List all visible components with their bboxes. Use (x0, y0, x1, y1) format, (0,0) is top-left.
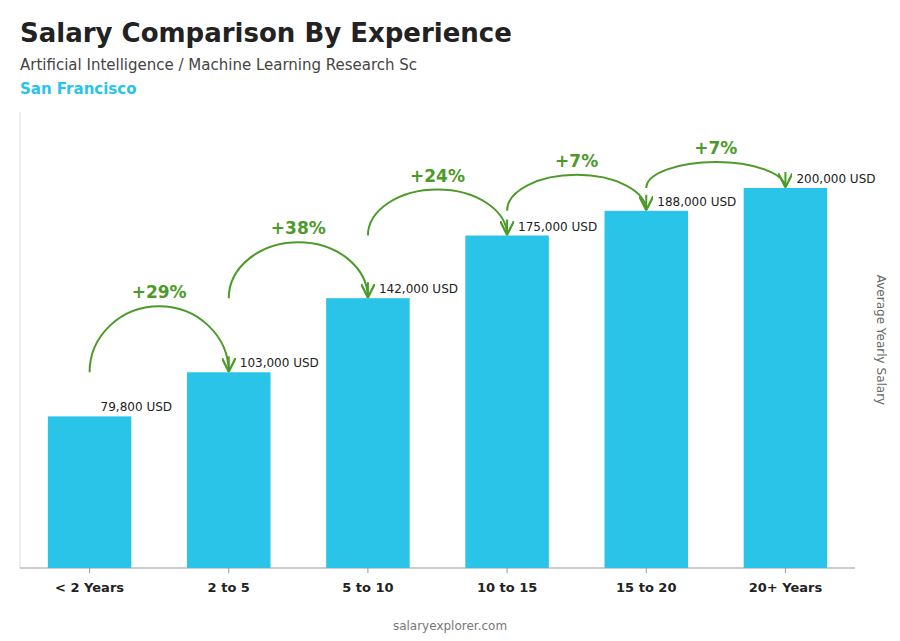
chart-svg: Salary Comparison By Experience Artificia… (0, 0, 900, 641)
data-label: 79,800 USD (101, 400, 172, 414)
change-arrow (228, 356, 230, 370)
data-label: 103,000 USD (240, 356, 319, 370)
x-tick (89, 568, 90, 573)
x-tick (785, 568, 786, 573)
chart-container: Salary Comparison By Experience Artificia… (0, 0, 900, 641)
change-arc (646, 162, 785, 188)
change-arrow (367, 282, 369, 296)
bar (326, 298, 410, 568)
title: Salary Comparison By Experience (20, 18, 512, 48)
x-tick (228, 568, 229, 573)
footer-annotation: salaryexplorer.com (393, 619, 507, 633)
data-label: 200,000 USD (796, 172, 875, 186)
y-axis-label: Average Yearly Salary (874, 275, 888, 405)
bar (744, 188, 828, 568)
change-arrow (645, 195, 647, 209)
data-label: 188,000 USD (657, 195, 736, 209)
x-tick-label: 5 to 10 (342, 580, 393, 595)
x-tick (367, 568, 368, 573)
x-tick-label: 15 to 20 (616, 580, 676, 595)
change-arrow (784, 172, 786, 186)
x-tick-label: < 2 Years (55, 580, 124, 595)
y-axis-line (20, 112, 21, 568)
data-label: 175,000 USD (518, 220, 597, 234)
bars (48, 188, 827, 568)
x-tick-label: 20+ Years (749, 580, 823, 595)
bar (187, 372, 271, 568)
change-label: +24% (410, 166, 465, 186)
change-label: +7% (555, 151, 598, 171)
bar (605, 211, 689, 568)
bar (48, 416, 132, 568)
change-arcs (90, 162, 786, 372)
x-tick (507, 568, 508, 573)
change-label: +29% (132, 282, 187, 302)
subtitle: Artificial Intelligence / Machine Learni… (20, 56, 417, 74)
change-arc (507, 175, 646, 211)
x-tick (646, 568, 647, 573)
change-label: +38% (271, 218, 326, 238)
city-annotation: San Francisco (20, 80, 136, 98)
x-axis-line (20, 568, 855, 569)
change-arc (90, 306, 229, 372)
data-label: 142,000 USD (379, 282, 458, 296)
x-tick-label: 10 to 15 (477, 580, 537, 595)
change-arc (368, 190, 507, 236)
change-label: +7% (694, 138, 737, 158)
bar (465, 236, 549, 569)
page: {"chart_data": {"type": "bar", "title": … (0, 0, 900, 641)
change-arc (229, 242, 368, 298)
x-tick-label: 2 to 5 (208, 580, 250, 595)
change-arrow (506, 220, 508, 234)
